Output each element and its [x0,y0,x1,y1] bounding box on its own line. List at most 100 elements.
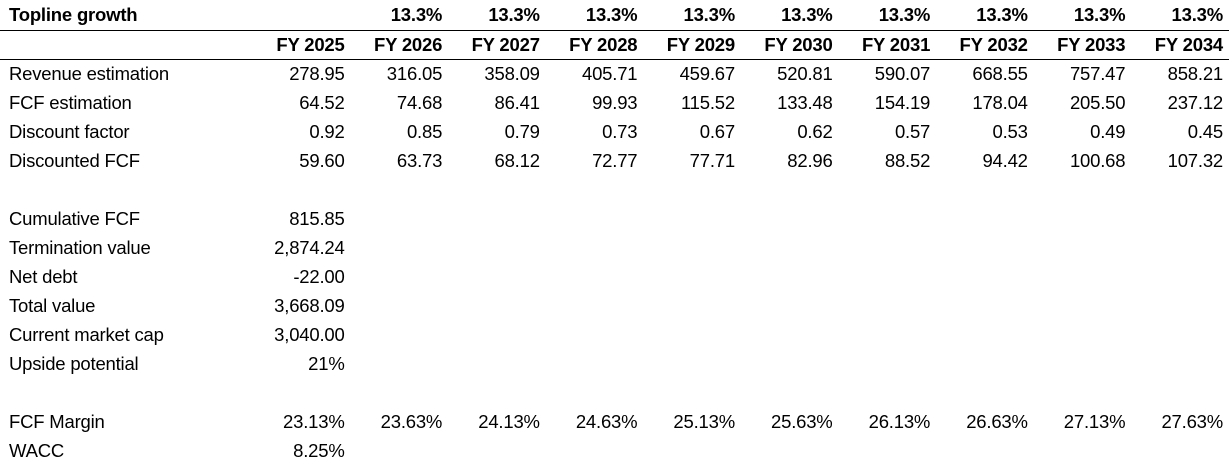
cell-blank-1-col7 [936,175,1034,204]
row-label-net-debt: Net debt [9,265,78,287]
cell-termination-value-col3 [546,233,644,262]
row-total-value: Total value 3,668.09 [0,291,1229,320]
cell-fiscal-year-header-col2: FY 2027 [448,30,546,60]
cell-discounted-fcf-col0: 59.60 [299,149,345,171]
cell-discount-factor-col0: 0.92 [309,120,345,142]
cell-discounted-fcf-col8: 100.68 [1069,149,1126,171]
cell-termination-value-col7 [936,233,1034,262]
cell-wacc-col8 [1034,436,1132,465]
cell-upside-potential-col5 [741,349,839,378]
cell-fiscal-year-header-col6: FY 2031 [838,30,937,60]
cell-fcf-margin-col6: 26.13% [868,410,931,432]
cell-termination-value-col2 [448,233,546,262]
row-upside-potential: Upside potential 21% [0,349,1229,378]
row-blank-1 [0,175,1229,204]
cell-blank-1-col5 [741,175,839,204]
cell-blank-2-col1 [351,378,449,407]
cell-discount-factor-col2: 0.79 [504,120,540,142]
cell-discount-factor-col7: 0.53 [992,120,1028,142]
cell-blank-2-col2 [448,378,546,407]
cell-total-value-col6 [839,291,937,320]
cell-revenue-estimation-col5: 520.81 [777,62,833,84]
cell-total-value-col2 [448,291,546,320]
cell-blank-1-col4 [643,175,741,204]
cell-current-market-cap-col8 [1034,320,1132,349]
row-label-blank-2 [0,378,253,407]
cell-fcf-margin-col4: 25.13% [673,410,735,432]
row-label-fcf-estimation: FCF estimation [9,91,132,113]
cell-topline-growth-col9: 13.3% [1131,0,1229,31]
cell-fcf-margin-col2: 24.13% [478,410,540,432]
row-label-fiscal-year-header [0,30,253,60]
cell-blank-2-col5 [741,378,839,407]
row-label-discount-factor: Discount factor [9,120,130,142]
cell-discount-factor-col1: 0.85 [406,120,443,142]
cell-blank-2-col9 [1131,378,1229,407]
row-termination-value: Termination value 2,874.24 [0,233,1229,262]
cell-discounted-fcf-col9: 107.32 [1167,149,1224,171]
cell-fcf-margin-col1: 23.63% [380,410,443,432]
cell-discount-factor-col6: 0.57 [894,120,931,142]
cell-revenue-estimation-col4: 459.67 [679,62,736,84]
cell-total-value-col0: 3,668.09 [274,294,345,316]
cell-discounted-fcf-col5: 82.96 [787,149,833,171]
row-label-termination-value: Termination value [9,236,151,258]
cell-current-market-cap-col9 [1131,320,1229,349]
cell-cumulative-fcf-col2 [448,204,546,233]
cell-revenue-estimation-col6: 590.07 [874,62,931,84]
cell-wacc-col9 [1131,436,1229,465]
cell-total-value-col7 [936,291,1034,320]
row-label-upside-potential: Upside potential [9,352,139,374]
cell-net-debt-col2 [448,262,546,291]
row-net-debt: Net debt -22.00 [0,262,1229,291]
cell-total-value-col4 [643,291,741,320]
cell-fcf-margin-col5: 25.63% [771,410,833,432]
cell-fcf-margin-col9: 27.63% [1161,410,1223,432]
cell-fcf-margin-col0: 23.13% [283,410,345,432]
cell-revenue-estimation-col3: 405.71 [581,62,638,84]
cell-termination-value-col4 [643,233,741,262]
cell-blank-1-col9 [1131,175,1229,204]
cell-fcf-margin-col8: 27.13% [1063,410,1126,432]
cell-termination-value-col8 [1034,233,1132,262]
cell-upside-potential-col4 [643,349,741,378]
cell-total-value-col5 [741,291,839,320]
cell-upside-potential-col7 [936,349,1034,378]
cell-upside-potential-col6 [839,349,937,378]
cell-fcf-estimation-col8: 205.50 [1069,91,1126,113]
row-label-current-market-cap: Current market cap [9,323,164,345]
cell-fcf-margin-col7: 26.63% [966,410,1028,432]
cell-blank-2-col7 [936,378,1034,407]
cell-fcf-estimation-col1: 74.68 [396,91,443,113]
cell-blank-2-col8 [1034,378,1132,407]
cell-termination-value-col1 [351,233,449,262]
cell-discounted-fcf-col6: 88.52 [884,149,931,171]
row-label-blank-1 [0,175,253,204]
row-label-discounted-fcf: Discounted FCF [9,149,140,171]
cell-discount-factor-col5: 0.62 [797,120,833,142]
row-cumulative-fcf: Cumulative FCF 815.85 [0,204,1229,233]
cell-net-debt-col8 [1034,262,1132,291]
cell-fcf-estimation-col4: 115.52 [680,91,735,113]
cell-upside-potential-col1 [351,349,449,378]
cell-revenue-estimation-col1: 316.05 [386,62,443,84]
cell-discounted-fcf-col1: 63.73 [396,149,443,171]
cell-fcf-estimation-col6: 154.19 [874,91,931,113]
cell-topline-growth-col6: 13.3% [838,0,937,31]
cell-net-debt-col7 [936,262,1034,291]
cell-current-market-cap-col6 [839,320,937,349]
cell-fiscal-year-header-col8: FY 2033 [1033,30,1132,60]
cell-current-market-cap-col7 [936,320,1034,349]
cell-topline-growth-col7: 13.3% [936,0,1034,31]
cell-fcf-estimation-col0: 64.52 [299,91,345,113]
cell-fiscal-year-header-col9: FY 2034 [1131,30,1229,60]
row-current-market-cap: Current market cap 3,040.00 [0,320,1229,349]
cell-net-debt-col6 [839,262,937,291]
cell-cumulative-fcf-col4 [643,204,741,233]
cell-fiscal-year-header-col5: FY 2030 [740,30,839,60]
cell-current-market-cap-col3 [546,320,644,349]
cell-fcf-estimation-col3: 99.93 [592,91,638,113]
